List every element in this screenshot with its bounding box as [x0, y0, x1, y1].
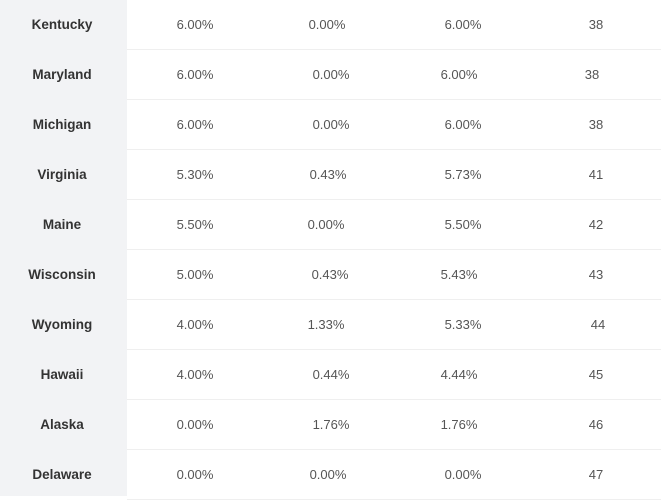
rank-cell: 42	[588, 217, 604, 232]
row-divider	[127, 49, 661, 50]
table-row: Maine 5.50% 0.00% 5.50% 42	[0, 200, 661, 250]
rank-cell: 45	[588, 367, 604, 382]
state-cell: Virginia	[37, 167, 87, 182]
table-row: Alaska 0.00% 1.76% 1.76% 46	[0, 400, 661, 450]
rank-cell: 41	[588, 167, 604, 182]
state-cell: Wisconsin	[28, 267, 96, 282]
state-cell: Wyoming	[31, 317, 93, 332]
state-cell: Delaware	[32, 467, 92, 482]
state-cell: Maine	[42, 217, 82, 232]
table-row: Kentucky 6.00% 0.00% 6.00% 38	[0, 0, 661, 50]
local-rate-cell: 0.44%	[312, 367, 350, 382]
local-rate-cell: 0.00%	[308, 17, 346, 32]
state-column-background	[0, 0, 127, 496]
rank-cell: 46	[588, 417, 604, 432]
table-row: Michigan 6.00% 0.00% 6.00% 38	[0, 100, 661, 150]
row-divider	[127, 449, 661, 450]
rank-cell: 38	[588, 117, 604, 132]
state-rate-cell: 6.00%	[176, 67, 214, 82]
state-cell: Hawaii	[40, 367, 84, 382]
state-rate-cell: 6.00%	[176, 117, 214, 132]
combined-rate-cell: 0.00%	[444, 467, 482, 482]
combined-rate-cell: 6.00%	[444, 17, 482, 32]
combined-rate-cell: 5.73%	[444, 167, 482, 182]
table-row: Wyoming 4.00% 1.33% 5.33% 44	[0, 300, 661, 350]
row-divider	[127, 399, 661, 400]
local-rate-cell: 1.33%	[307, 317, 345, 332]
combined-rate-cell: 5.50%	[444, 217, 482, 232]
state-rate-cell: 6.00%	[176, 17, 214, 32]
table-row: Hawaii 4.00% 0.44% 4.44% 45	[0, 350, 661, 400]
state-rate-cell: 4.00%	[176, 367, 214, 382]
state-cell: Kentucky	[31, 17, 93, 32]
local-rate-cell: 0.00%	[312, 67, 350, 82]
table-row: Delaware 0.00% 0.00% 0.00% 47	[0, 450, 661, 500]
combined-rate-cell: 6.00%	[440, 67, 478, 82]
combined-rate-cell: 6.00%	[444, 117, 482, 132]
state-cell: Maryland	[32, 67, 92, 82]
local-rate-cell: 0.00%	[309, 467, 347, 482]
rank-cell: 38	[584, 67, 600, 82]
state-cell: Michigan	[32, 117, 92, 132]
local-rate-cell: 0.00%	[307, 217, 345, 232]
combined-rate-cell: 4.44%	[440, 367, 478, 382]
combined-rate-cell: 5.43%	[440, 267, 478, 282]
local-rate-cell: 0.43%	[311, 267, 349, 282]
combined-rate-cell: 5.33%	[444, 317, 482, 332]
table-row: Maryland 6.00% 0.00% 6.00% 38	[0, 50, 661, 100]
row-divider	[127, 299, 661, 300]
row-divider	[127, 99, 661, 100]
state-rate-cell: 5.00%	[176, 267, 214, 282]
combined-rate-cell: 1.76%	[440, 417, 478, 432]
row-divider	[127, 199, 661, 200]
table-row: Wisconsin 5.00% 0.43% 5.43% 43	[0, 250, 661, 300]
row-divider	[127, 149, 661, 150]
row-divider	[127, 249, 661, 250]
state-rate-cell: 0.00%	[176, 467, 214, 482]
local-rate-cell: 0.00%	[312, 117, 350, 132]
table-row: Virginia 5.30% 0.43% 5.73% 41	[0, 150, 661, 200]
local-rate-cell: 1.76%	[312, 417, 350, 432]
state-rate-cell: 5.50%	[176, 217, 214, 232]
local-rate-cell: 0.43%	[309, 167, 347, 182]
rank-cell: 43	[588, 267, 604, 282]
state-rate-cell: 0.00%	[176, 417, 214, 432]
rank-cell: 47	[588, 467, 604, 482]
state-rate-cell: 4.00%	[176, 317, 214, 332]
state-cell: Alaska	[40, 417, 84, 432]
state-rate-cell: 5.30%	[176, 167, 214, 182]
rank-cell: 44	[590, 317, 606, 332]
row-divider	[127, 349, 661, 350]
rank-cell: 38	[588, 17, 604, 32]
